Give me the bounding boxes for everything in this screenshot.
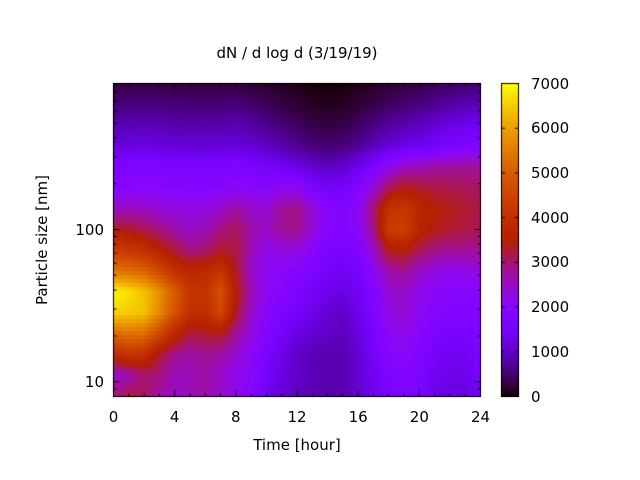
y-tick-label: 100 — [75, 220, 104, 239]
colorbar-tick-label: 7000 — [531, 74, 570, 93]
colorbar-tick-label: 6000 — [531, 119, 570, 138]
colorbar-tick-label: 4000 — [531, 208, 570, 227]
x-tick-label: 4 — [169, 408, 180, 426]
y-axis-label: Particle size [nm] — [33, 175, 51, 305]
y-tick-label: 10 — [84, 372, 104, 391]
x-tick-label: 12 — [287, 408, 307, 426]
chart-title: dN / d log d (3/19/19) — [216, 44, 378, 62]
colorbar-tick-label: 1000 — [531, 342, 570, 361]
x-tick-label: 24 — [470, 408, 491, 426]
colorbar-tick-label: 2000 — [531, 298, 570, 317]
colorbar-tick-label: 3000 — [531, 253, 570, 272]
colorbar-tick-label: 0 — [531, 387, 541, 406]
x-tick-label: 8 — [231, 408, 241, 426]
x-tick-label: 16 — [348, 408, 368, 426]
x-tick-label: 0 — [108, 408, 119, 426]
x-axis-label: Time [hour] — [253, 436, 341, 454]
x-tick-label: 20 — [409, 408, 429, 426]
colorbar-tick-label: 5000 — [531, 163, 570, 182]
